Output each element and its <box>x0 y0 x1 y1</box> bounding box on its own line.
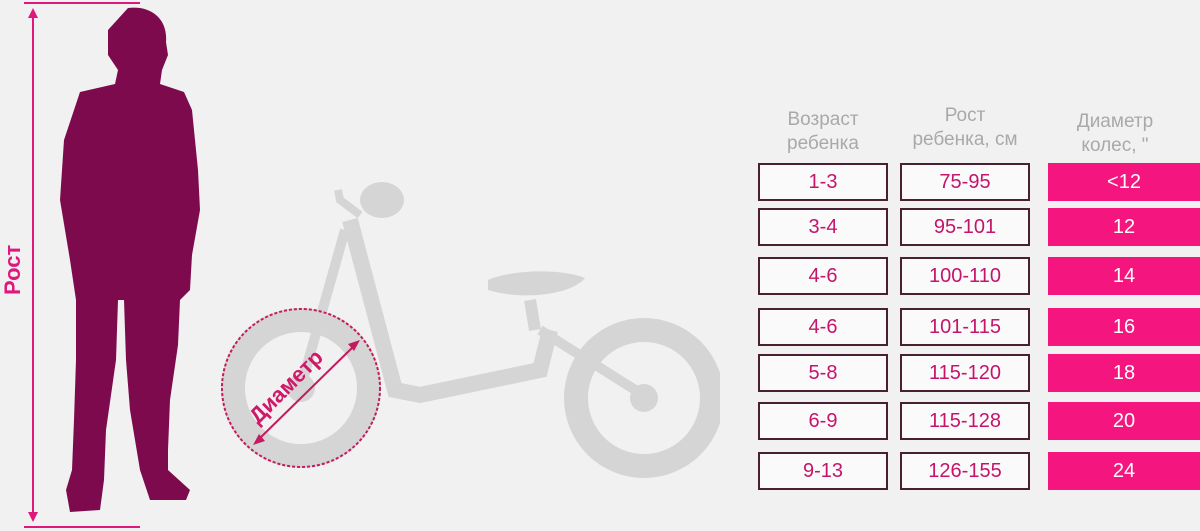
header-wheel: Диаметр колес, " <box>1045 110 1185 158</box>
height-label: Рост <box>0 244 25 295</box>
cell-wheel: 20 <box>1048 402 1200 440</box>
cell-height: 75-95 <box>900 163 1030 201</box>
header-height: Рост ребенка, см <box>890 104 1040 152</box>
cell-wheel: 12 <box>1048 208 1200 246</box>
header-line: ребенка <box>787 133 859 154</box>
cell-age: 3-4 <box>758 208 888 246</box>
balance-bike <box>221 182 720 478</box>
child-silhouette <box>60 7 200 512</box>
cell-age: 1-3 <box>758 163 888 201</box>
diameter-arrow <box>253 340 360 445</box>
cell-age: 4-6 <box>758 257 888 295</box>
cell-age: 6-9 <box>758 402 888 440</box>
cell-age: 4-6 <box>758 308 888 346</box>
cell-wheel: 16 <box>1048 308 1200 346</box>
illustration: Рост Диаметр <box>0 2 720 528</box>
cell-height: 126-155 <box>900 452 1030 490</box>
diameter-circle <box>221 308 381 468</box>
cell-age: 5-8 <box>758 354 888 392</box>
diameter-label: Диаметр <box>244 344 328 428</box>
cell-age: 9-13 <box>758 452 888 490</box>
cell-height: 95-101 <box>900 208 1030 246</box>
header-line: ребенка, см <box>912 129 1018 150</box>
header-line: Рост <box>944 105 986 126</box>
header-line: Диаметр <box>1076 111 1154 132</box>
cell-wheel: <12 <box>1048 163 1200 201</box>
cell-height: 101-115 <box>900 308 1030 346</box>
cell-height: 115-120 <box>900 354 1030 392</box>
header-line: колес, " <box>1081 135 1149 156</box>
cell-wheel: 14 <box>1048 257 1200 295</box>
cell-height: 115-128 <box>900 402 1030 440</box>
header-age: Возраст ребенка <box>748 108 898 156</box>
cell-wheel: 18 <box>1048 354 1200 392</box>
header-line: Возраст <box>787 109 859 130</box>
cell-height: 100-110 <box>900 257 1030 295</box>
cell-wheel: 24 <box>1048 452 1200 490</box>
height-dimension-line <box>24 2 140 528</box>
